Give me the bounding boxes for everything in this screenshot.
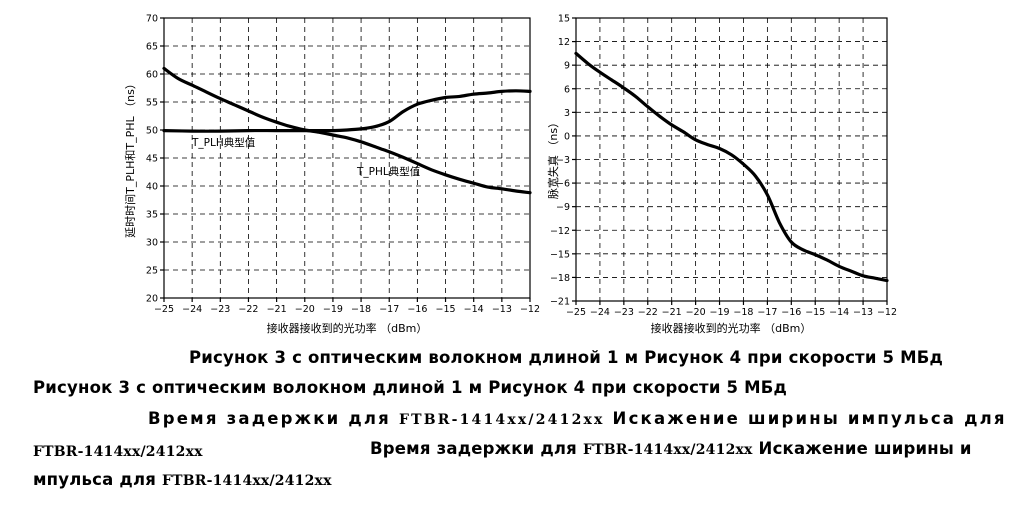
caption-text: мпульса для [33, 470, 162, 489]
y-tick-label: 6 [564, 84, 570, 95]
grid [576, 18, 887, 301]
grid [164, 18, 530, 298]
caption-line-1: Рисунок 3 с оптическим волокном длиной 1… [189, 348, 944, 367]
curves [162, 66, 532, 195]
x-tick-label: −18 [733, 307, 753, 318]
pulse-width-distortion-chart: −25 −24 −23 −22 −21 −20 −19 −18 −17 −16 −15 −14 −13−… [546, 14, 897, 336]
x-tick-label: −19 [710, 307, 730, 318]
plot-frame [575, 17, 888, 302]
y-tick-label: 12 [558, 37, 570, 48]
x-tick-labels: −25 −24 −23 −22 −21 −20 −19 −18 −17 −16 −15 −14 −13−… [566, 301, 897, 318]
caption-line-5: мпульса для FTBR-1414xx/2412xx [33, 470, 332, 489]
y-tick-label: 0 [564, 131, 570, 142]
series-line-1 [162, 66, 532, 195]
tphl-annotation: T_PHL典型值 [356, 165, 421, 178]
x-axis-title: 接收器接收到的光功率 （dBm） [267, 321, 428, 335]
caption-text: Время задержки для [370, 439, 583, 458]
x-tick-label: −20 [686, 307, 706, 318]
x-tick-label: −25 [566, 307, 586, 318]
y-tick-label: 15 [558, 14, 570, 25]
y-tick-label: −6 [556, 179, 570, 190]
y-tick-label: 30 [146, 238, 158, 249]
x-axis-title: 接收器接收到的光功率 （dBm） [651, 321, 812, 335]
x-tick-label: −16 [781, 307, 801, 318]
x-tick-label: −18 [351, 304, 371, 315]
model-name: FTBR-1414xx/2412xx [33, 444, 203, 460]
y-tick-labels: 20 25 30 35 40 45 50 55 60 65 70 [146, 14, 164, 305]
y-tick-label: −3 [556, 155, 570, 166]
x-tick-label: −19 [323, 304, 343, 315]
x-tick-label: −22 [638, 307, 658, 318]
x-tick-label: −14 [829, 307, 849, 318]
series-line-1 [574, 51, 889, 283]
y-tick-label: 9 [564, 61, 570, 72]
caption-text: Время задержки для [148, 409, 399, 428]
x-tick-label: −23 [614, 307, 634, 318]
y-tick-label: 55 [146, 98, 158, 109]
x-tick-label: −20 [295, 304, 315, 315]
y-tick-label: −9 [556, 202, 570, 213]
model-name: FTBR-1414xx/2412xx [582, 442, 753, 458]
y-tick-label: 45 [146, 154, 158, 165]
x-tick-label: −12 [877, 307, 897, 318]
series-line-2 [162, 89, 532, 133]
y-tick-labels: 15 12 9 6 3 0 −3 −6 −9 −12 −15 −18 −21 [550, 14, 576, 308]
y-tick-label: −18 [550, 273, 570, 284]
caption-line-2: Рисунок 3 с оптическим волокном длиной 1… [33, 378, 788, 397]
y-tick-label: 35 [146, 210, 158, 221]
y-tick-label: 25 [146, 266, 158, 277]
model-name: FTBR-1414xx/2412xx [161, 473, 332, 489]
caption-line-4a: FTBR-1414xx/2412xx [33, 441, 203, 460]
y-tick-label: 70 [146, 14, 158, 25]
caption-text: Искажение ширины импульса для [604, 409, 1007, 428]
curves [574, 51, 889, 283]
y-axis-title: 脉宽失真 （ns） [546, 117, 560, 199]
y-tick-label: 50 [146, 126, 158, 137]
y-tick-label: 60 [146, 70, 158, 81]
x-tick-label: −17 [379, 304, 399, 315]
y-tick-label: −12 [550, 226, 570, 237]
x-tick-label: −22 [238, 304, 258, 315]
y-tick-label: 20 [146, 294, 158, 305]
x-tick-label: −24 [590, 307, 610, 318]
y-tick-label: 40 [146, 182, 158, 193]
tplh-annotation: T_PLH典型值 [191, 136, 256, 149]
x-tick-label: −17 [757, 307, 777, 318]
x-tick-labels: −25 −24 −23 −22 −21 −20 −19 −18 −17 −16 −15 −14 −13−… [154, 298, 540, 315]
y-tick-label: −15 [550, 249, 570, 260]
x-tick-label: −15 [436, 304, 456, 315]
x-tick-label: −13 [853, 307, 873, 318]
model-name: FTBR-1414xx/2412xx [398, 412, 605, 428]
delay-time-chart: −25 −24 −23 −22 −21 −20 −19 −18 −17 −16 −15 −14 −13−… [124, 14, 540, 336]
y-tick-label: 65 [146, 42, 158, 53]
y-tick-label: 3 [564, 108, 570, 119]
x-tick-label: −15 [805, 307, 825, 318]
caption-line-4b: Время задержки для FTBR-1414xx/2412xx Ис… [370, 439, 972, 458]
x-tick-label: −12 [520, 304, 540, 315]
x-tick-label: −16 [407, 304, 427, 315]
y-axis-title: 延时时间T_PLH和T_PHL （ns） [124, 78, 137, 238]
plot-frame [163, 17, 531, 299]
caption-line-3: Время задержки для FTBR-1414xx/2412xx Ис… [148, 409, 1007, 428]
caption-text: Искажение ширины и [752, 439, 972, 458]
x-tick-label: −21 [267, 304, 287, 315]
y-tick-label: −21 [550, 297, 570, 308]
x-tick-label: −21 [662, 307, 682, 318]
x-tick-label: −14 [464, 304, 484, 315]
x-tick-label: −24 [182, 304, 202, 315]
x-tick-label: −23 [210, 304, 230, 315]
x-tick-label: −13 [492, 304, 512, 315]
x-tick-label: −25 [154, 304, 174, 315]
